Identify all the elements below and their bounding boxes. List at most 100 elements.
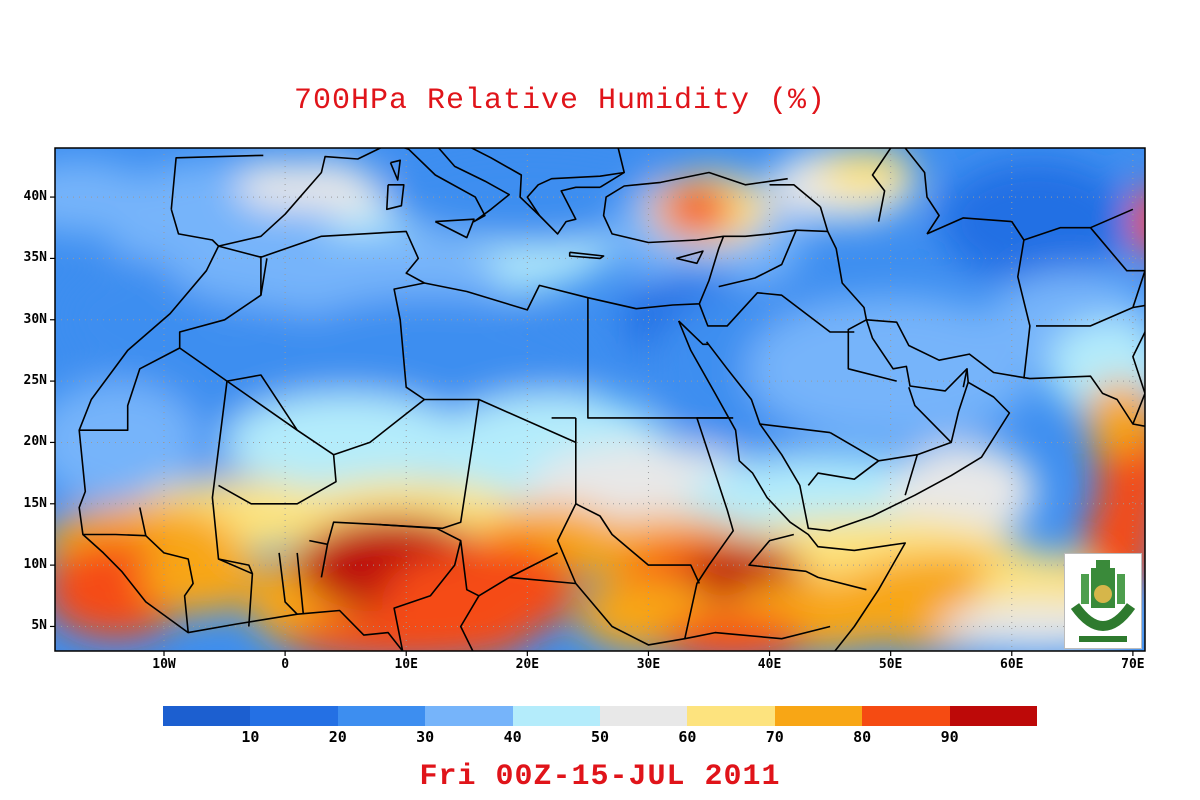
colorbar-swatch (862, 706, 950, 726)
colorbar-swatch (512, 706, 601, 726)
coastline-border-segment (748, 533, 867, 591)
axis-ticks (50, 196, 1134, 656)
lon-tick-label: 10E (394, 657, 418, 672)
humidity-cell (430, 540, 576, 639)
colorbar (163, 706, 1038, 726)
colorbar-swatch (774, 706, 863, 726)
humidity-cell (818, 148, 915, 198)
lat-tick-label: 30N (23, 311, 47, 327)
coastline-border-segment (393, 540, 462, 651)
humidity-cell (1132, 189, 1145, 254)
coastline-border-segment (218, 558, 254, 627)
lat-tick-label: 35N (23, 250, 47, 266)
coastline-border-segment (723, 229, 797, 238)
coastline-border-segment (677, 320, 906, 651)
coastline-border-segment (296, 552, 305, 615)
coastline-border-segment (78, 245, 404, 651)
lon-tick-label: 0 (281, 657, 290, 672)
coastline-border-segment (218, 454, 337, 505)
coastline-border-segment (575, 503, 701, 584)
lon-tick-label: 30E (636, 657, 661, 672)
coastline-border-segment (469, 148, 600, 235)
humidity-cell (224, 393, 467, 492)
map-title: 700HPa Relative Humidity (%) (293, 84, 827, 118)
lat-tick-label: 40N (23, 189, 47, 205)
coastline-border-segment (676, 250, 704, 265)
coastline-border-segment (434, 218, 475, 239)
coastline-border-segment (759, 423, 831, 434)
humidity-cell (236, 160, 310, 210)
coastline-border-segment (568, 251, 605, 260)
colorbar-swatch (425, 706, 513, 726)
coastline-border-segment (807, 453, 918, 486)
colorbar-tick-label: 40 (503, 728, 522, 746)
coastline-border-segment (705, 319, 1145, 532)
lat-tick-label: 25N (23, 373, 47, 389)
coastline-border-segment (402, 148, 510, 223)
coastline-border-segment (1036, 227, 1145, 327)
humidity-cell (139, 540, 261, 615)
coastline-border-segment (698, 292, 855, 333)
colorbar-swatch (163, 706, 251, 726)
humidity-cell (660, 614, 806, 651)
humidity-map (50, 147, 1146, 656)
colorbar-tick-label: 60 (678, 728, 697, 746)
lat-tick-label: 5N (31, 618, 47, 634)
lon-tick-label: 20E (515, 657, 540, 672)
colorbar-tick-label: 10 (241, 728, 260, 746)
humidity-cell (660, 184, 734, 234)
coastline-border-segment (393, 282, 425, 401)
colorbar-tick-label: 70 (765, 728, 784, 746)
lon-tick-label: 10W (152, 657, 176, 672)
coastline-border-segment (389, 159, 401, 181)
coastline-border-segment (908, 386, 952, 443)
coastline-border-segment (904, 148, 940, 235)
coastline-border-segment (1132, 330, 1145, 425)
coastline-border-segment (829, 431, 880, 462)
coastline-border-segment (226, 374, 298, 431)
coastline-border-segment (718, 229, 828, 288)
colorbar-swatch (250, 706, 338, 726)
colorbar-swatch (600, 706, 688, 726)
university-seal-logo (1064, 553, 1142, 649)
coastline-border-segment (962, 368, 968, 388)
colorbar-tick-label: 30 (416, 728, 435, 746)
coastline-border-segment (819, 206, 868, 320)
colorbar-tick-label: 20 (328, 728, 347, 746)
coastline-border-segment (226, 380, 577, 584)
lat-tick-label: 15N (23, 495, 47, 511)
valid-time: Fri 00Z-15-JUL 2011 (419, 760, 781, 794)
humidity-cell (1084, 381, 1145, 455)
colorbar-tick-label: 80 (853, 728, 872, 746)
colorbar-swatch (687, 706, 775, 726)
coastline-border-segment (526, 171, 625, 216)
coastline-border-segment (386, 184, 405, 211)
lat-tick-label: 10N (23, 557, 47, 573)
coastline-border-segment (170, 148, 383, 247)
lon-tick-label: 40E (757, 657, 782, 672)
lon-tick-label: 70E (1121, 657, 1145, 672)
lat-tick-label: 20N (23, 434, 47, 450)
coastline-border-segment (575, 582, 685, 646)
humidity-cell (285, 614, 528, 651)
coastline-border-segment (309, 539, 328, 546)
lon-tick-label: 50E (878, 657, 903, 672)
colorbar-swatch (949, 706, 1038, 726)
coastline-border-segment (684, 417, 831, 640)
coastline-border-segment (179, 347, 253, 575)
coastline-border-segment (1132, 304, 1145, 309)
colorbar-swatch (337, 706, 426, 726)
humidity-cell (890, 442, 1036, 541)
humidity-cell (939, 160, 1133, 283)
coastline-border-segment (678, 320, 709, 346)
humidity-cell (745, 295, 1036, 443)
coastline-border-segment (509, 576, 576, 585)
coastline-border-segment (926, 217, 1025, 241)
colorbar-tick-label: 90 (940, 728, 959, 746)
coastline-border-segment (871, 148, 892, 222)
coastlines-borders (78, 148, 1145, 651)
coastline-border-segment (379, 523, 480, 651)
coastline-border-segment (587, 297, 734, 419)
lon-tick-label: 60E (1000, 657, 1024, 672)
map-frame (54, 147, 1146, 652)
